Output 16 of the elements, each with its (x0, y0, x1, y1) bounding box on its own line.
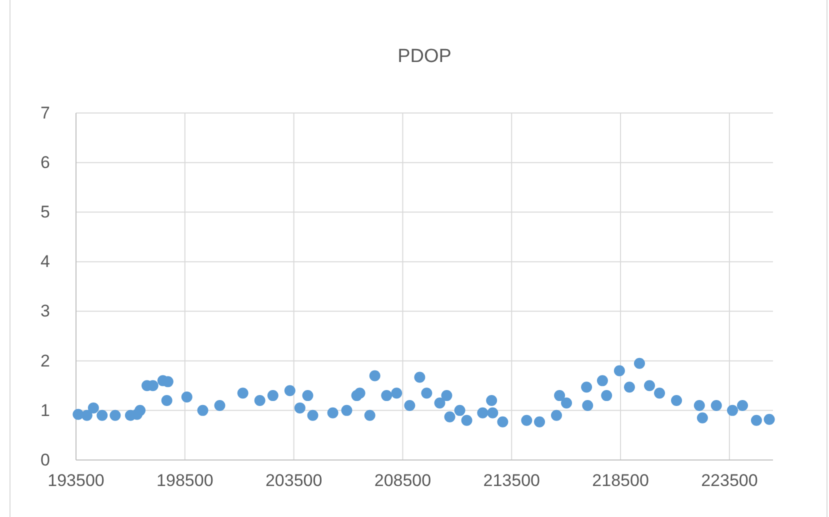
y-tick-label: 7 (40, 103, 50, 122)
y-tick-label: 2 (40, 351, 50, 370)
x-tick-label: 213500 (483, 471, 540, 490)
y-tick-label: 1 (40, 400, 50, 420)
y-tick-label: 3 (40, 302, 50, 321)
x-tick-label: 208500 (374, 471, 432, 490)
chart-title: PDOP (398, 46, 452, 67)
x-tick-label: 193500 (48, 471, 104, 490)
x-tick-label: 223500 (701, 471, 758, 490)
y-tick-label: 4 (40, 252, 50, 272)
x-tick-label: 203500 (265, 471, 322, 490)
y-tick-label: 0 (40, 450, 50, 470)
x-tick-label: 218500 (592, 471, 649, 490)
y-tick-label: 6 (40, 153, 50, 172)
y-tick-label: 5 (40, 202, 50, 222)
x-tick-label: 198500 (156, 471, 214, 490)
